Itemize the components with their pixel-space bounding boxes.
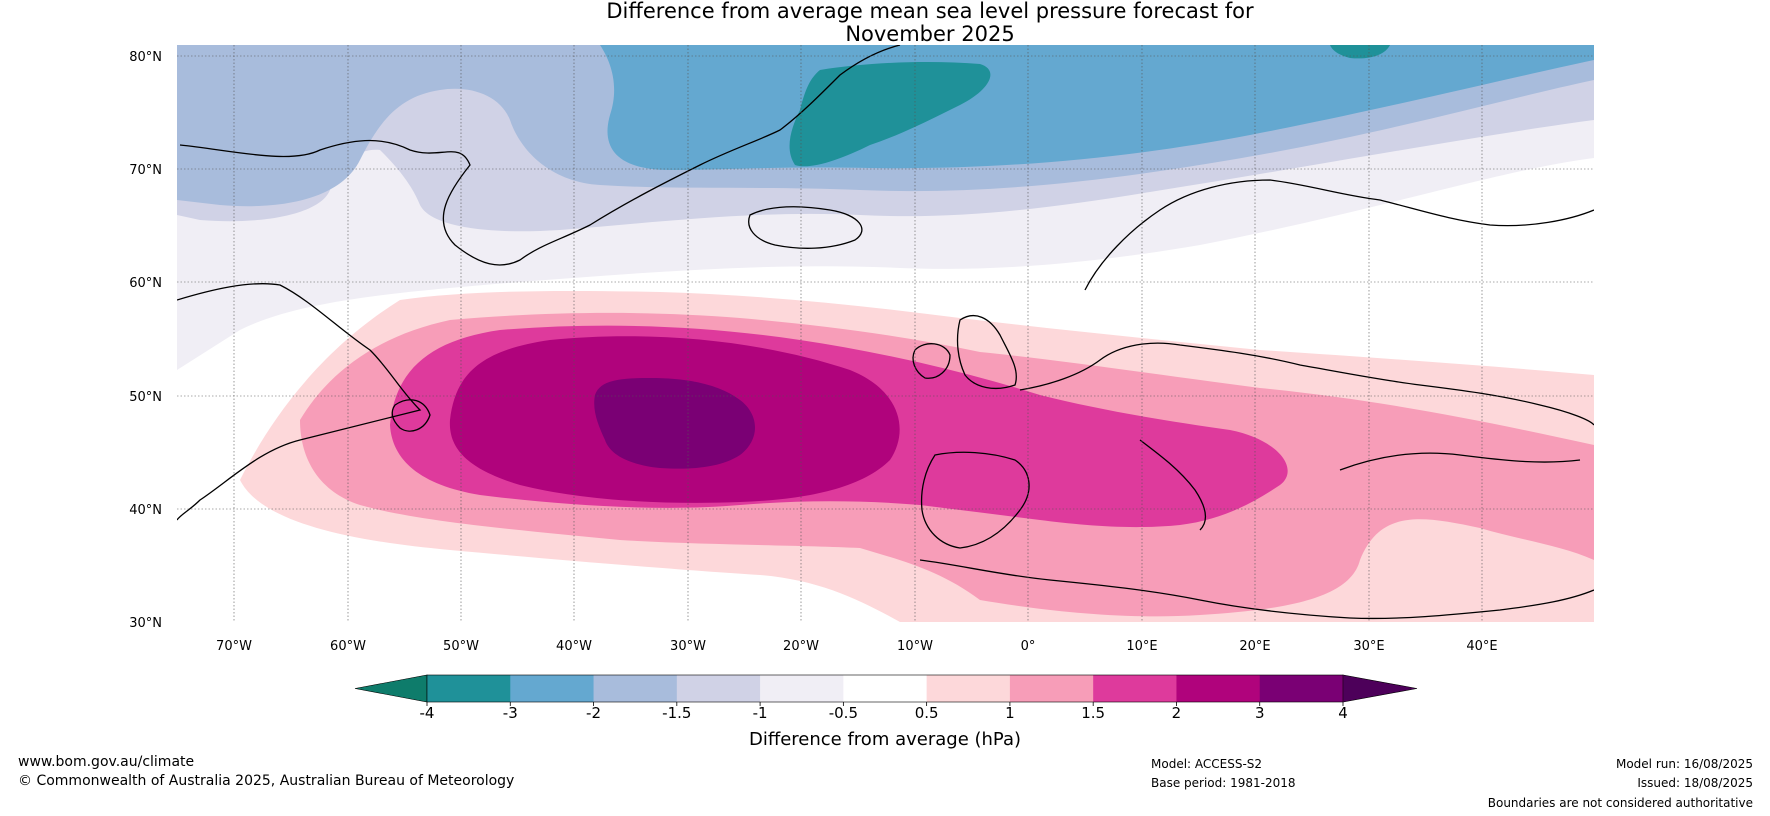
colorbar-swatch — [760, 675, 844, 702]
colorbar-tick-label: 0.5 — [915, 704, 939, 722]
coast-italy — [1139, 439, 1207, 531]
title-line-1: Difference from average mean sea level p… — [606, 0, 1254, 23]
lon-tick-label: 40°E — [1466, 639, 1497, 654]
lon-tick-label: 20°W — [783, 639, 819, 654]
footer-base-period: Base period: 1981-2018 — [1151, 776, 1296, 790]
colorbar-swatch — [1176, 675, 1261, 702]
coast-iceland — [748, 206, 863, 249]
coast-labrador — [177, 283, 422, 521]
map-axes: 80°N 70°N 60°N 50°N 40°N 30°N 70°W 60°W 50°W 40°W… — [129, 50, 1497, 654]
colorbar-extend-max — [1342, 674, 1418, 703]
colorbar: -4 -3 -2 -1.5 -1 -0.5 0.5 1 1.5 2 3 4 — [354, 674, 1418, 722]
colorbar-tick-label: 1.5 — [1081, 704, 1105, 722]
field-band-n3-n2-west — [177, 100, 337, 194]
coast-scandinavia — [1084, 179, 1594, 291]
colorbar-frame — [426, 674, 1344, 703]
lon-tick-label: 60°W — [330, 639, 366, 654]
colorbar-swatch — [843, 675, 928, 702]
colorbar-tick-label: -1 — [753, 704, 768, 722]
lon-tick-label: 10°E — [1126, 639, 1157, 654]
colorbar-tick-label: -2 — [586, 704, 601, 722]
lat-tick-label: 70°N — [129, 163, 162, 178]
colorbar-swatch — [1259, 675, 1344, 702]
lat-tick-label: 80°N — [129, 50, 162, 65]
colorbar-swatch — [1093, 675, 1177, 702]
coast-ireland — [912, 343, 951, 379]
coastlines — [177, 45, 1594, 620]
footer-url: www.bom.gov.au/climate — [18, 754, 195, 770]
colorbar-extend-min — [354, 674, 428, 703]
coast-iberia — [920, 451, 1030, 549]
graticule — [177, 45, 1594, 622]
colorbar-tick-label: 3 — [1255, 704, 1265, 722]
lon-tick-label: 30°E — [1353, 639, 1384, 654]
colorbar-swatch — [676, 675, 761, 702]
footer-model: Model: ACCESS-S2 — [1151, 757, 1263, 771]
colorbar-swatch — [926, 675, 1011, 702]
field-band-n4-n3-top — [1330, 45, 1390, 59]
coast-europe — [1019, 342, 1594, 426]
map-title: Difference from average mean sea level p… — [560, 0, 1300, 46]
lat-tick-label: 30°N — [129, 616, 162, 631]
lon-tick-label: 10°W — [897, 639, 933, 654]
lat-tick-label: 50°N — [129, 390, 162, 405]
colorbar-label: Difference from average (hPa) — [749, 729, 1021, 750]
colorbar-tick-label: -1.5 — [662, 704, 691, 722]
colorbar-tick-label: -3 — [503, 704, 518, 722]
colorbar-tick-label: -0.5 — [829, 704, 858, 722]
lon-tick-label: 50°W — [443, 639, 479, 654]
footer-disclaimer: Boundaries are not considered authoritat… — [1487, 796, 1753, 810]
colorbar-swatch — [1009, 675, 1094, 702]
colorbar-swatch — [510, 675, 595, 702]
colorbar-tick-label: 4 — [1338, 704, 1348, 722]
lon-tick-label: 30°W — [670, 639, 706, 654]
lat-tick-label: 40°N — [129, 503, 162, 518]
title-line-2: November 2025 — [845, 22, 1015, 46]
lon-tick-label: 20°E — [1239, 639, 1270, 654]
footer-issued: Issued: 18/08/2025 — [1637, 776, 1753, 790]
lon-tick-label: 0° — [1021, 639, 1036, 654]
coast-africa — [919, 559, 1594, 620]
lon-tick-label: 70°W — [216, 639, 252, 654]
coast-newfoundland — [391, 399, 431, 432]
coast-greenland — [179, 45, 901, 266]
lon-tick-label: 40°W — [556, 639, 592, 654]
colorbar-swatch — [593, 675, 678, 702]
lat-tick-label: 60°N — [129, 276, 162, 291]
colorbar-tick-label: 1 — [1005, 704, 1015, 722]
footer-model-run: Model run: 16/08/2025 — [1615, 757, 1753, 771]
coast-britain — [956, 315, 1017, 389]
colorbar-tick-label: 2 — [1172, 704, 1182, 722]
field-band-n4-n3 — [789, 62, 991, 167]
coast-turkey — [1339, 452, 1581, 471]
colorbar-swatch — [427, 675, 511, 702]
field-band-p3-4 — [594, 378, 755, 469]
footer-copyright: © Commonwealth of Australia 2025, Austra… — [18, 773, 515, 789]
colorbar-tick-label: -4 — [420, 704, 435, 722]
anomaly-field — [177, 45, 1594, 622]
